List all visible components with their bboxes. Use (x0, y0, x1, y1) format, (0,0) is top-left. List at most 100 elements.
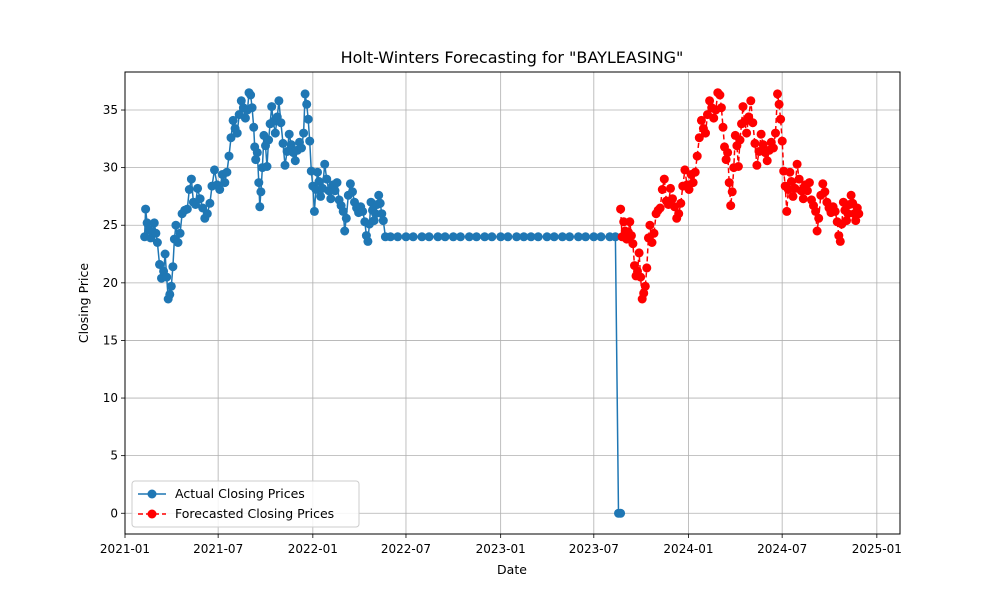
data-point-forecast (756, 129, 766, 139)
data-point-actual (440, 232, 450, 242)
data-point-forecast (705, 96, 715, 106)
data-point-actual (232, 128, 242, 138)
data-point-actual (276, 118, 286, 128)
data-point-actual (168, 262, 178, 272)
data-point-actual (286, 140, 296, 150)
x-tick-label: 2023-01 (476, 542, 526, 556)
data-point-actual (149, 218, 159, 228)
data-point-forecast (774, 99, 784, 109)
series-forecast (616, 88, 864, 304)
data-point-forecast (721, 155, 731, 165)
data-point-actual (290, 156, 300, 166)
data-point-actual (358, 206, 368, 216)
data-point-actual (386, 232, 395, 242)
series-layer (140, 88, 864, 518)
data-point-forecast (811, 206, 821, 216)
data-point-forecast (709, 113, 719, 123)
legend-marker-forecast (147, 509, 157, 519)
data-point-actual (302, 99, 312, 109)
data-point-actual (464, 232, 474, 242)
data-point-forecast (715, 90, 725, 100)
data-point-forecast (783, 185, 793, 194)
data-point-forecast (696, 115, 706, 125)
data-point-actual (526, 232, 536, 242)
data-point-forecast (835, 236, 845, 246)
data-point-actual (408, 232, 418, 242)
data-point-actual (303, 114, 313, 124)
data-point-forecast (694, 133, 704, 143)
data-point-forecast (830, 206, 840, 216)
data-point-forecast (786, 177, 796, 186)
data-point-forecast (636, 272, 646, 282)
data-point-forecast (762, 156, 772, 166)
y-tick-label: 35 (103, 103, 118, 117)
data-point-actual (573, 232, 583, 242)
data-point-actual (162, 272, 172, 282)
data-point-actual (448, 232, 458, 242)
data-point-forecast (854, 209, 864, 219)
data-point-actual (314, 177, 324, 186)
data-point-actual (401, 232, 411, 242)
data-point-actual (309, 206, 319, 216)
data-point-actual (256, 187, 266, 197)
data-point-actual (236, 96, 246, 106)
data-point-forecast (768, 143, 778, 153)
data-point-actual (278, 138, 288, 148)
data-point-forecast (626, 231, 636, 241)
data-point-forecast (628, 239, 638, 249)
data-point-forecast (701, 128, 710, 138)
data-point-actual (371, 209, 381, 219)
data-point-actual (226, 133, 236, 143)
data-point-actual (205, 198, 215, 208)
data-point-forecast (771, 128, 780, 138)
data-point-actual (171, 220, 181, 230)
data-point-forecast (802, 186, 812, 196)
y-tick-label: 30 (103, 161, 118, 175)
data-point-actual (424, 232, 434, 242)
data-point-forecast (820, 187, 830, 197)
data-point-actual (305, 136, 315, 146)
data-point-forecast (726, 201, 736, 211)
data-point-actual (533, 232, 543, 242)
data-point-actual (417, 232, 427, 242)
data-point-actual (320, 159, 330, 169)
data-point-actual (186, 174, 196, 184)
data-point-forecast (688, 178, 698, 188)
data-point-actual (369, 216, 379, 226)
data-point-actual (345, 179, 355, 189)
data-point-actual (300, 89, 310, 99)
data-point-actual (280, 160, 290, 170)
data-point-actual (480, 232, 490, 242)
legend-label-forecast: Forecasted Closing Prices (175, 506, 334, 521)
data-point-actual (433, 232, 443, 242)
data-point-actual (151, 228, 161, 238)
y-tick-label: 10 (103, 391, 118, 405)
data-point-forecast (616, 204, 626, 214)
data-point-actual (173, 238, 183, 247)
data-point-actual (220, 178, 230, 188)
data-point-actual (224, 151, 234, 161)
data-point-actual (251, 155, 261, 165)
data-point-actual (374, 190, 384, 200)
data-point-actual (311, 185, 321, 194)
x-tick-label: 2021-01 (100, 542, 150, 556)
data-point-actual (228, 115, 238, 125)
x-axis-label: Date (497, 562, 527, 577)
data-point-forecast (846, 190, 856, 200)
data-point-actual (322, 174, 332, 184)
data-point-forecast (738, 102, 748, 112)
data-point-actual (330, 186, 340, 196)
x-tick-label: 2024-07 (757, 542, 807, 556)
data-point-actual (332, 178, 342, 188)
data-point-forecast (792, 159, 802, 169)
data-point-actual (184, 185, 194, 194)
data-point-actual (195, 194, 205, 204)
data-point-forecast (788, 191, 798, 201)
data-point-forecast (785, 167, 795, 177)
data-point-actual (610, 232, 620, 242)
data-point-forecast (666, 183, 675, 193)
data-point-actual (589, 232, 599, 242)
data-point-actual (519, 232, 529, 242)
data-point-forecast (804, 178, 814, 188)
